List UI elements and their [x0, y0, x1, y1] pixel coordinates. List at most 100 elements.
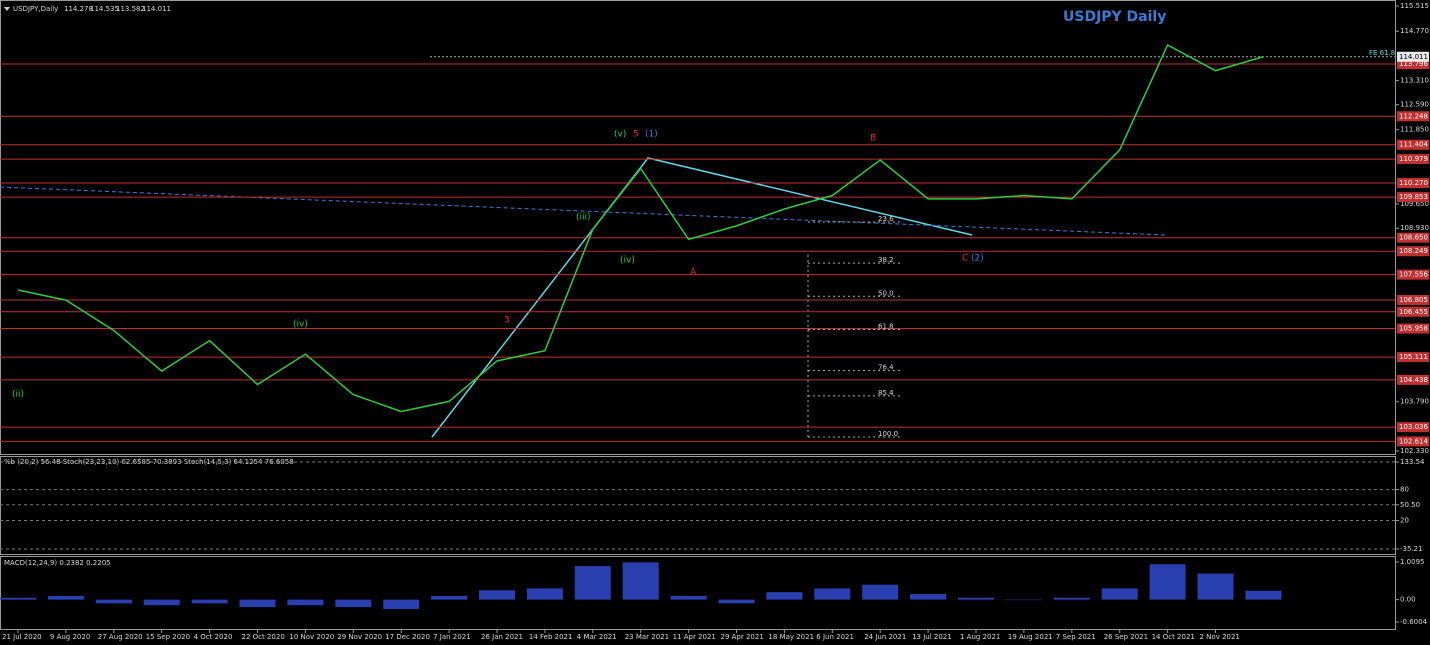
ohlc-open: 114.278 [64, 5, 93, 13]
level-box [1397, 59, 1429, 70]
menu-arrow[interactable] [4, 7, 10, 11]
wave-label: B [870, 134, 876, 144]
level-label: 113.796 [1399, 60, 1428, 68]
fib-level-label: 61.8 [878, 323, 894, 331]
x-tick-label: 18 May 2021 [768, 633, 814, 641]
macd-bar [479, 590, 515, 600]
wave-label: C [962, 254, 968, 264]
fib-level-label: 85.4 [878, 389, 894, 397]
wave-label: (iv) [620, 256, 635, 266]
wave-label: (1) [645, 130, 658, 140]
level-box [1397, 192, 1429, 203]
macd-title: MACD(12,24,9) 0.2382 0.2205 [4, 559, 111, 567]
y-tick-label: 109.650 [1400, 200, 1429, 208]
macd-bar [910, 594, 947, 600]
macd-bar [766, 592, 803, 600]
level-label: 108.650 [1399, 234, 1428, 242]
x-tick-label: 2 Nov 2021 [1200, 633, 1240, 641]
x-tick-label: 15 Sep 2020 [146, 633, 190, 641]
current-price-label: 114.011 [1399, 53, 1428, 61]
level-label: 112.248 [1399, 112, 1428, 120]
main-panel [0, 0, 1396, 455]
macd-bar [862, 584, 899, 600]
level-label: 104.438 [1399, 376, 1428, 384]
x-tick-label: 19 Aug 2021 [1008, 633, 1053, 641]
level-label: 107.556 [1399, 271, 1428, 279]
y-tick-label: 103.790 [1400, 398, 1429, 406]
y-tick-label: 50.50 [1400, 501, 1420, 509]
x-tick-label: 17 Dec 2020 [385, 633, 430, 641]
x-tick-label: 24 Jun 2021 [864, 633, 906, 641]
level-box [1397, 154, 1429, 165]
fib-level-label: 50.0 [878, 289, 894, 297]
x-tick-label: 27 Aug 2020 [98, 633, 143, 641]
level-box [1397, 436, 1429, 447]
fib-level-label: 38.2 [878, 256, 894, 264]
x-tick-label: 23 Mar 2021 [625, 633, 669, 641]
wave-label: (ii) [12, 390, 24, 400]
y-tick-label: 111.850 [1400, 126, 1429, 134]
macd-bar [1053, 597, 1090, 600]
current-price-box [1397, 51, 1429, 62]
x-tick-label: 7 Jan 2021 [433, 633, 471, 641]
x-tick-label: 26 Sep 2021 [1104, 633, 1148, 641]
x-tick-label: 13 Jul 2021 [912, 633, 952, 641]
y-tick-label: 108.930 [1400, 224, 1429, 232]
macd-bar [47, 595, 84, 600]
x-tick-label: 1 Aug 2021 [960, 633, 1000, 641]
macd-bar [1005, 599, 1042, 601]
macd-bar [0, 597, 36, 600]
oscillator-panel [0, 456, 1396, 555]
macd-bar [574, 566, 611, 600]
macd-bar [143, 599, 180, 606]
macd-bar [526, 588, 563, 600]
level-box [1397, 139, 1429, 150]
macd-bar [814, 588, 851, 600]
level-box [1397, 374, 1429, 385]
x-tick-label: 7 Sep 2021 [1056, 633, 1096, 641]
y-tick-label: 20 [1400, 517, 1409, 525]
x-tick-label: 11 Apr 2021 [673, 633, 716, 641]
ohlc-low: 113.582 [116, 5, 145, 13]
y-tick-label: 80 [1400, 486, 1409, 494]
fib-level-label: 76.4 [878, 364, 894, 372]
x-tick-label: 6 Jun 2021 [816, 633, 854, 641]
wave-label: (2) [971, 254, 984, 264]
oscillator-title: %b (20,2) 56.48 Stoch(23,23,10) 62.6585 … [4, 458, 294, 466]
x-tick-label: 4 Mar 2021 [577, 633, 617, 641]
level-label: 102.614 [1399, 437, 1428, 445]
wave-label: (v) [614, 130, 626, 140]
price-line [17, 43, 1264, 413]
level-label: 103.036 [1399, 423, 1428, 431]
macd-bar [239, 599, 276, 608]
y-tick-label: 113.310 [1400, 76, 1429, 84]
y-tick-label: 102.330 [1400, 447, 1429, 455]
level-box [1397, 323, 1429, 334]
x-tick-label: 22 Oct 2020 [242, 633, 285, 641]
x-tick-label: 10 Nov 2020 [289, 633, 334, 641]
wave-label: (iv) [293, 320, 308, 330]
ohlc-high: 114.535 [90, 5, 119, 13]
x-tick-label: 9 Aug 2020 [50, 633, 90, 641]
x-tick-label: 14 Oct 2021 [1152, 633, 1195, 641]
x-tick-label: 14 Feb 2021 [529, 633, 573, 641]
wave-label: A [690, 268, 697, 278]
x-tick-label: 21 Jul 2020 [2, 633, 42, 641]
level-label: 110.270 [1399, 179, 1428, 187]
level-box [1397, 269, 1429, 280]
macd-bar [1197, 573, 1234, 600]
level-box [1397, 246, 1429, 257]
level-box [1397, 352, 1429, 363]
level-label: 106.455 [1399, 308, 1428, 316]
macd-bar [287, 599, 324, 606]
fib-label: FE 61.8 [1369, 49, 1395, 57]
fib-level-label: 23.6 [878, 215, 894, 223]
level-label: 111.404 [1399, 141, 1428, 149]
x-tick-label: 4 Oct 2020 [194, 633, 233, 641]
x-tick-label: 29 Apr 2021 [721, 633, 764, 641]
level-box [1397, 111, 1429, 122]
macd-bar [191, 599, 228, 604]
level-box [1397, 294, 1429, 305]
y-tick-label: -0.6004 [1400, 618, 1428, 626]
